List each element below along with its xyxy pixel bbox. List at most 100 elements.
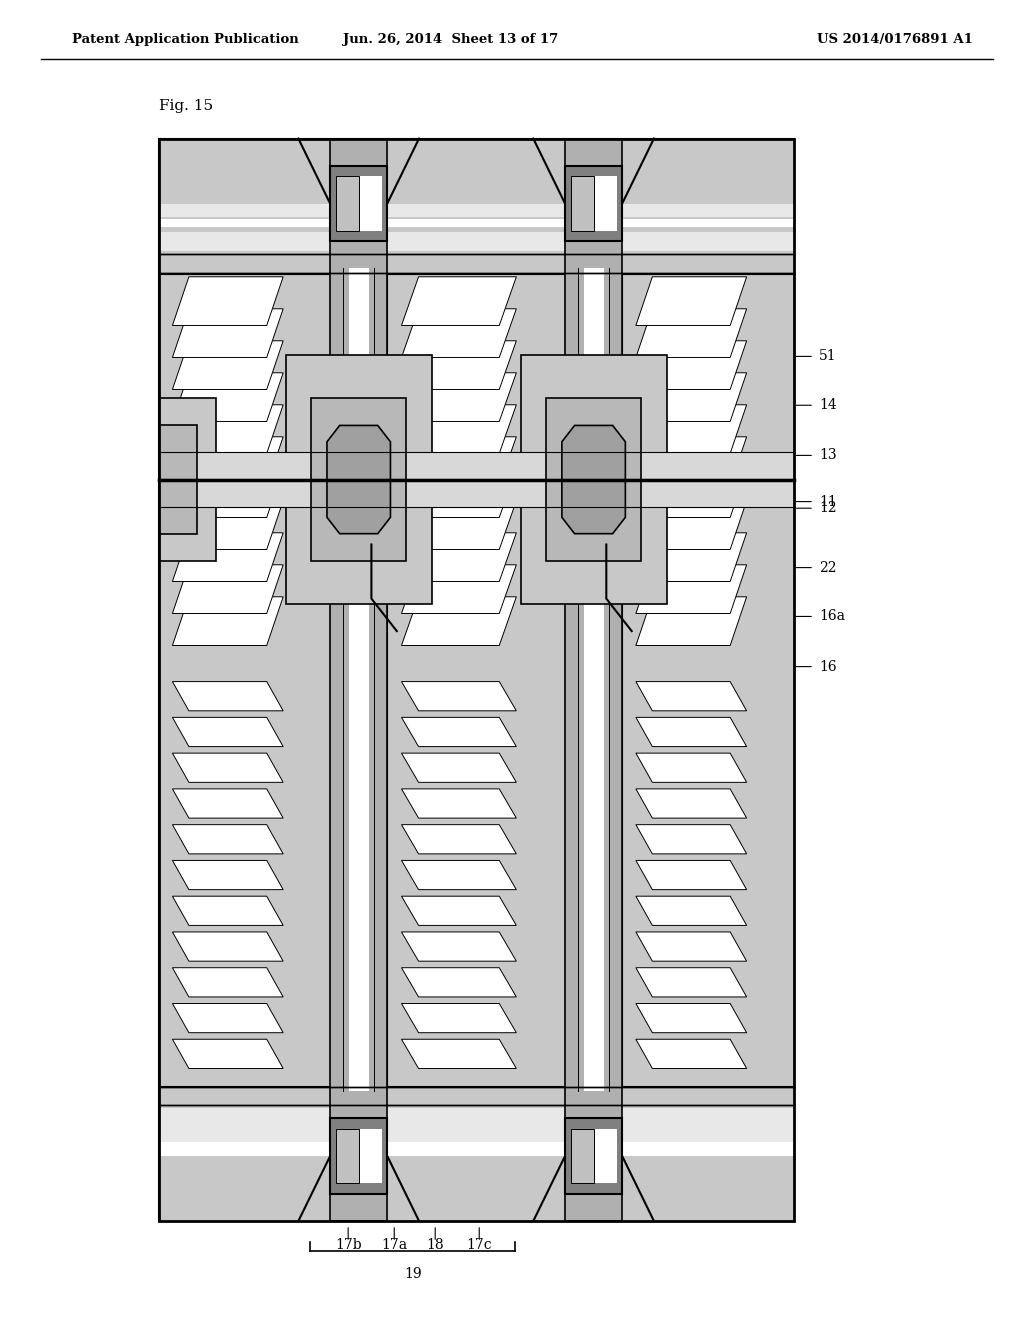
Polygon shape [401,469,516,517]
Polygon shape [172,789,284,818]
Polygon shape [172,1003,284,1032]
Polygon shape [172,277,284,326]
Text: Patent Application Publication: Patent Application Publication [72,33,298,46]
Bar [159,232,794,251]
Polygon shape [401,932,516,961]
Bar [358,1129,382,1183]
Polygon shape [636,341,746,389]
Polygon shape [172,754,284,783]
Polygon shape [401,1039,516,1068]
Polygon shape [636,372,746,421]
Polygon shape [636,405,746,454]
Polygon shape [401,681,516,710]
Polygon shape [636,500,746,549]
Polygon shape [172,437,284,486]
Bar [159,139,794,1221]
Bar [159,425,197,533]
Bar [571,1129,594,1183]
Polygon shape [636,533,746,582]
Bar [623,275,794,1085]
Bar [565,139,623,1221]
Polygon shape [636,681,746,710]
Polygon shape [636,597,746,645]
Polygon shape [172,372,284,421]
Polygon shape [636,861,746,890]
Bar [159,1085,794,1221]
Text: 18: 18 [426,1238,444,1253]
Polygon shape [401,789,516,818]
Bar [358,177,382,231]
Bar [159,399,216,561]
Polygon shape [172,932,284,961]
Polygon shape [172,565,284,614]
Bar [565,165,623,242]
Polygon shape [172,825,284,854]
Polygon shape [401,500,516,549]
Text: Fig. 15: Fig. 15 [159,99,213,114]
Text: 16a: 16a [819,610,845,623]
Bar [159,1127,794,1142]
Text: 17a: 17a [381,1238,408,1253]
Bar [159,453,794,507]
Polygon shape [636,825,746,854]
Polygon shape [636,309,746,358]
Polygon shape [401,533,516,582]
Polygon shape [401,405,516,454]
Bar [594,1129,617,1183]
Polygon shape [401,565,516,614]
Bar [286,355,432,605]
Bar [159,1109,794,1127]
Polygon shape [172,861,284,890]
Bar [311,399,407,561]
Text: US 2014/0176891 A1: US 2014/0176891 A1 [817,33,973,46]
Polygon shape [401,896,516,925]
Text: 19: 19 [403,1267,422,1282]
Polygon shape [172,341,284,389]
Polygon shape [172,1039,284,1068]
Polygon shape [636,437,746,486]
Bar [584,268,603,1092]
Polygon shape [636,717,746,747]
Bar [330,139,387,1221]
Polygon shape [401,437,516,486]
Text: 11: 11 [819,495,837,508]
Text: 14: 14 [819,399,837,412]
Polygon shape [636,896,746,925]
Bar [330,1118,387,1193]
Polygon shape [172,681,284,710]
Text: 22: 22 [819,561,837,574]
Text: 51: 51 [819,350,837,363]
Text: 16: 16 [819,660,837,673]
Polygon shape [401,968,516,997]
Polygon shape [636,565,746,614]
Polygon shape [172,533,284,582]
Polygon shape [636,789,746,818]
Polygon shape [172,717,284,747]
Polygon shape [636,1003,746,1032]
Bar [159,139,794,1221]
Polygon shape [562,425,626,533]
Polygon shape [401,825,516,854]
Polygon shape [401,597,516,645]
Bar [337,177,359,231]
Polygon shape [636,968,746,997]
Bar [159,139,794,275]
Bar [387,275,565,1085]
Polygon shape [172,469,284,517]
Polygon shape [401,754,516,783]
Polygon shape [636,754,746,783]
Polygon shape [401,1003,516,1032]
Bar [159,219,794,227]
Bar [349,268,369,1092]
Text: Jun. 26, 2014  Sheet 13 of 17: Jun. 26, 2014 Sheet 13 of 17 [343,33,558,46]
Polygon shape [636,469,746,517]
Polygon shape [172,309,284,358]
Text: 17c: 17c [466,1238,493,1253]
Polygon shape [401,861,516,890]
Polygon shape [636,1039,746,1068]
Polygon shape [172,968,284,997]
Bar [330,165,387,242]
Polygon shape [172,896,284,925]
Bar [571,177,594,231]
Polygon shape [327,425,390,533]
